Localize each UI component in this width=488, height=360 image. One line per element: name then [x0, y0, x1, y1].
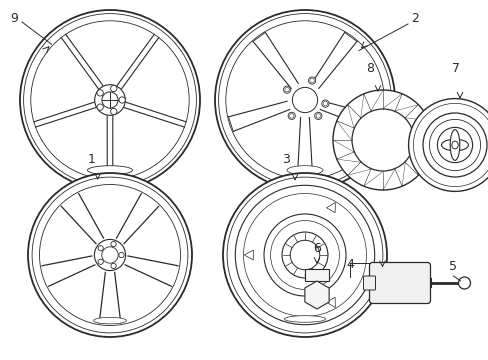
- Ellipse shape: [87, 166, 132, 175]
- Ellipse shape: [323, 102, 327, 106]
- Ellipse shape: [292, 87, 317, 113]
- Ellipse shape: [215, 10, 394, 190]
- Text: 8: 8: [365, 62, 373, 75]
- Text: 5: 5: [448, 260, 457, 273]
- Ellipse shape: [32, 177, 187, 333]
- Ellipse shape: [111, 263, 116, 269]
- Ellipse shape: [94, 239, 125, 271]
- Ellipse shape: [111, 242, 116, 247]
- Ellipse shape: [40, 184, 180, 325]
- Ellipse shape: [119, 252, 124, 258]
- Ellipse shape: [287, 112, 295, 120]
- Ellipse shape: [314, 112, 321, 120]
- Ellipse shape: [412, 103, 488, 186]
- Ellipse shape: [235, 185, 374, 325]
- Ellipse shape: [31, 21, 189, 179]
- Ellipse shape: [428, 120, 480, 171]
- Text: 9: 9: [10, 12, 18, 24]
- Ellipse shape: [28, 173, 192, 337]
- Ellipse shape: [218, 14, 390, 186]
- Text: 7: 7: [451, 62, 459, 75]
- Ellipse shape: [305, 271, 328, 279]
- Ellipse shape: [309, 288, 324, 302]
- Ellipse shape: [441, 139, 468, 151]
- Ellipse shape: [225, 21, 384, 179]
- Ellipse shape: [270, 221, 339, 289]
- Ellipse shape: [284, 87, 289, 92]
- Ellipse shape: [102, 92, 118, 108]
- Ellipse shape: [98, 246, 103, 251]
- Text: 4: 4: [346, 258, 353, 271]
- Ellipse shape: [97, 90, 103, 96]
- Ellipse shape: [408, 99, 488, 192]
- Ellipse shape: [436, 127, 471, 163]
- Ellipse shape: [97, 104, 103, 110]
- Ellipse shape: [332, 90, 432, 190]
- Ellipse shape: [308, 77, 315, 84]
- Ellipse shape: [283, 86, 290, 93]
- Text: 2: 2: [410, 12, 418, 24]
- Ellipse shape: [226, 177, 382, 333]
- Ellipse shape: [110, 108, 117, 115]
- Ellipse shape: [93, 317, 126, 324]
- FancyBboxPatch shape: [369, 262, 429, 303]
- Ellipse shape: [110, 85, 117, 91]
- Ellipse shape: [309, 78, 314, 83]
- Ellipse shape: [284, 316, 325, 322]
- Ellipse shape: [102, 247, 118, 263]
- Ellipse shape: [286, 166, 323, 175]
- Ellipse shape: [243, 194, 366, 316]
- Ellipse shape: [458, 277, 469, 289]
- Ellipse shape: [282, 232, 327, 278]
- Text: 3: 3: [282, 153, 289, 166]
- Ellipse shape: [98, 259, 103, 264]
- Ellipse shape: [23, 14, 196, 186]
- Ellipse shape: [422, 113, 486, 177]
- Ellipse shape: [223, 173, 386, 337]
- Polygon shape: [304, 281, 328, 309]
- Ellipse shape: [20, 10, 200, 190]
- Text: 6: 6: [312, 242, 320, 255]
- Ellipse shape: [95, 85, 125, 115]
- Ellipse shape: [449, 130, 459, 160]
- Ellipse shape: [289, 114, 293, 118]
- Ellipse shape: [321, 100, 328, 107]
- Ellipse shape: [119, 97, 125, 103]
- Ellipse shape: [290, 240, 319, 270]
- Ellipse shape: [351, 109, 413, 171]
- Ellipse shape: [451, 141, 457, 149]
- Ellipse shape: [315, 114, 320, 118]
- Bar: [305, 269, 328, 281]
- FancyBboxPatch shape: [363, 276, 375, 290]
- Ellipse shape: [264, 214, 346, 296]
- Text: 1: 1: [88, 153, 96, 166]
